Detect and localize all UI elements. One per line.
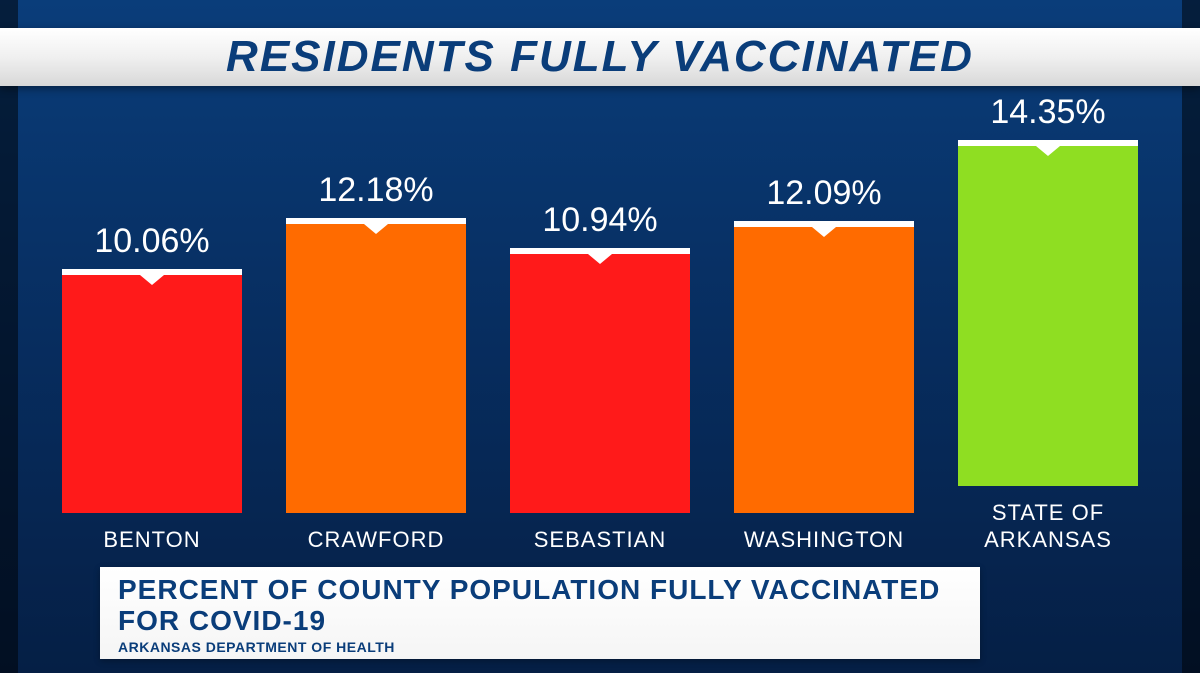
bar-body — [958, 146, 1138, 486]
bar-body — [510, 254, 690, 513]
bar-value-label: 10.94% — [542, 201, 657, 240]
bar-state-arkansas: 14.35% STATE OFARKANSAS — [958, 93, 1138, 553]
edge-shadow-right — [1182, 0, 1200, 673]
bar-crawford: 12.18% CRAWFORD — [286, 171, 466, 553]
bar-category-label: STATE OFARKANSAS — [984, 500, 1112, 553]
lower-third-source: ARKANSAS DEPARTMENT OF HEALTH — [118, 639, 962, 655]
bar-body — [286, 224, 466, 513]
bar-cap — [734, 221, 914, 227]
bar-cap — [286, 218, 466, 224]
bar-category-label: CRAWFORD — [308, 527, 445, 553]
lower-third: PERCENT OF COUNTY POPULATION FULLY VACCI… — [100, 567, 980, 659]
lower-third-main: PERCENT OF COUNTY POPULATION FULLY VACCI… — [118, 575, 962, 637]
bar-chart: 10.06% BENTON 12.18% CRAWFORD 10.94% SEB… — [40, 110, 1160, 553]
bar-value-label: 10.06% — [94, 222, 209, 261]
bar-cap — [62, 269, 242, 275]
title-bar: RESIDENTS FULLY VACCINATED — [0, 28, 1200, 86]
bar-category-label: BENTON — [103, 527, 200, 553]
bar-value-label: 14.35% — [990, 93, 1105, 132]
bar-category-label: SEBASTIAN — [534, 527, 666, 553]
page-title: RESIDENTS FULLY VACCINATED — [226, 32, 974, 82]
bar-cap — [510, 248, 690, 254]
bar-body — [62, 275, 242, 513]
bar-sebastian: 10.94% SEBASTIAN — [510, 201, 690, 553]
bar-benton: 10.06% BENTON — [62, 222, 242, 553]
bar-body — [734, 227, 914, 513]
bar-category-label: WASHINGTON — [744, 527, 904, 553]
bar-cap — [958, 140, 1138, 146]
bar-value-label: 12.18% — [318, 171, 433, 210]
bar-value-label: 12.09% — [766, 174, 881, 213]
edge-shadow-left — [0, 0, 18, 673]
bar-washington: 12.09% WASHINGTON — [734, 174, 914, 553]
